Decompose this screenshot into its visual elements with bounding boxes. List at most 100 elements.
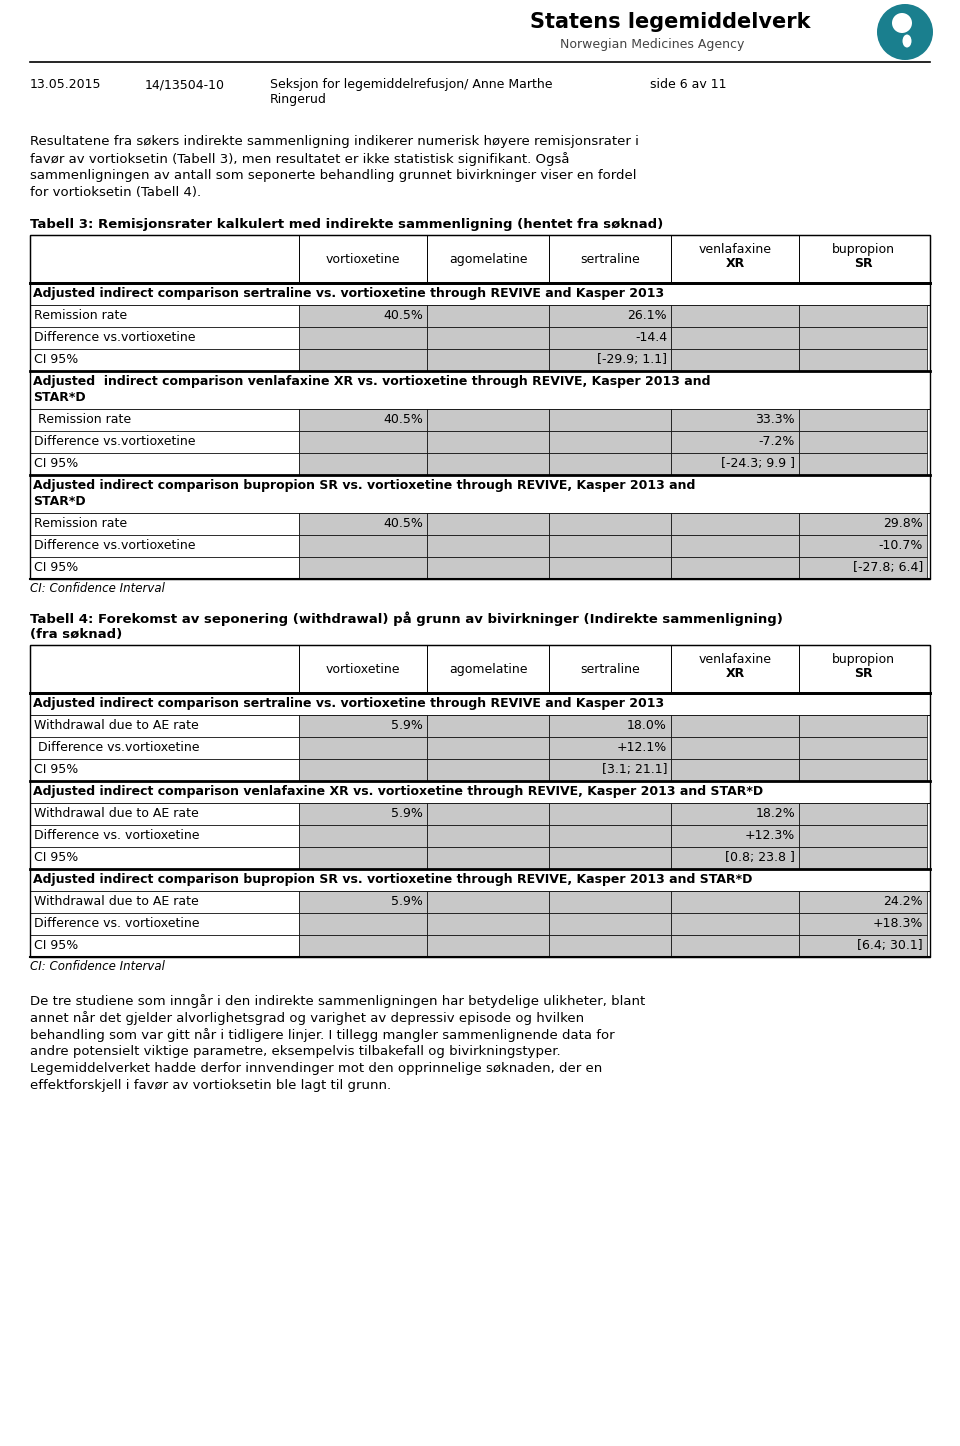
Bar: [30, 513, 299, 535]
Bar: [427, 348, 549, 372]
Bar: [549, 431, 671, 453]
Text: Remission rate: Remission rate: [34, 414, 132, 427]
Text: behandling som var gitt når i tidligere linjer. I tillegg mangler sammenlignende: behandling som var gitt når i tidligere …: [30, 1028, 614, 1043]
Text: Withdrawal due to AE rate: Withdrawal due to AE rate: [34, 719, 199, 732]
Text: 40.5%: 40.5%: [383, 309, 423, 322]
Bar: [799, 305, 927, 327]
Text: STAR*D: STAR*D: [33, 390, 85, 403]
Bar: [549, 737, 671, 759]
Text: XR: XR: [726, 257, 745, 270]
Text: [-29.9; 1.1]: [-29.9; 1.1]: [597, 353, 667, 366]
Text: agomelatine: agomelatine: [448, 664, 527, 675]
Text: Ringerud: Ringerud: [270, 93, 326, 106]
Text: CI: Confidence Interval: CI: Confidence Interval: [30, 581, 165, 594]
Bar: [299, 847, 427, 869]
Text: agomelatine: agomelatine: [448, 253, 527, 266]
Text: CI 95%: CI 95%: [34, 353, 79, 366]
Text: Seksjon for legemiddelrefusjon/ Anne Marthe: Seksjon for legemiddelrefusjon/ Anne Mar…: [270, 78, 553, 91]
Bar: [30, 236, 930, 578]
Text: SR: SR: [853, 667, 873, 680]
Text: -14.4: -14.4: [635, 331, 667, 344]
Text: 18.2%: 18.2%: [756, 807, 795, 820]
Text: bupropion: bupropion: [831, 654, 895, 667]
Text: Tabell 4: Forekomst av seponering (withdrawal) på grunn av bivirkninger (Indirek: Tabell 4: Forekomst av seponering (withd…: [30, 612, 782, 626]
Bar: [549, 348, 671, 372]
Bar: [427, 737, 549, 759]
Text: 40.5%: 40.5%: [383, 414, 423, 427]
Bar: [671, 409, 799, 431]
Text: Difference vs.vortioxetine: Difference vs.vortioxetine: [34, 331, 196, 344]
Text: (fra søknad): (fra søknad): [30, 628, 122, 641]
Bar: [671, 453, 799, 474]
Text: 33.3%: 33.3%: [756, 414, 795, 427]
Text: De tre studiene som inngår i den indirekte sammenligningen har betydelige ulikhe: De tre studiene som inngår i den indirek…: [30, 993, 645, 1008]
Bar: [30, 781, 930, 803]
Text: sertraline: sertraline: [580, 664, 640, 675]
Bar: [799, 847, 927, 869]
Text: 5.9%: 5.9%: [391, 807, 423, 820]
Text: 14/13504-10: 14/13504-10: [145, 78, 225, 91]
Text: Withdrawal due to AE rate: Withdrawal due to AE rate: [34, 807, 199, 820]
Bar: [671, 714, 799, 737]
Text: [0.8; 23.8 ]: [0.8; 23.8 ]: [725, 852, 795, 865]
Bar: [671, 912, 799, 936]
Bar: [799, 348, 927, 372]
Bar: [549, 305, 671, 327]
Circle shape: [877, 4, 933, 59]
Bar: [30, 891, 299, 912]
Text: SR: SR: [853, 257, 873, 270]
Bar: [799, 431, 927, 453]
Bar: [299, 453, 427, 474]
Text: Tabell 3: Remisjonsrater kalkulert med indirekte sammenligning (hentet fra søkna: Tabell 3: Remisjonsrater kalkulert med i…: [30, 218, 663, 231]
Bar: [799, 891, 927, 912]
Bar: [671, 826, 799, 847]
Bar: [427, 535, 549, 557]
Text: favør av vortioksetin (Tabell 3), men resultatet er ikke statistisk signifikant.: favør av vortioksetin (Tabell 3), men re…: [30, 152, 569, 166]
Text: Difference vs. vortioxetine: Difference vs. vortioxetine: [34, 829, 200, 842]
Bar: [671, 348, 799, 372]
Text: Norwegian Medicines Agency: Norwegian Medicines Agency: [560, 38, 744, 51]
Text: Adjusted indirect comparison sertraline vs. vortioxetine through REVIVE and Kasp: Adjusted indirect comparison sertraline …: [33, 286, 664, 299]
Bar: [299, 759, 427, 781]
Bar: [549, 409, 671, 431]
Text: annet når det gjelder alvorlighetsgrad og varighet av depressiv episode og hvilk: annet når det gjelder alvorlighetsgrad o…: [30, 1011, 584, 1025]
Bar: [799, 557, 927, 578]
Text: Difference vs. vortioxetine: Difference vs. vortioxetine: [34, 917, 200, 930]
Text: CI 95%: CI 95%: [34, 561, 79, 574]
Text: Adjusted indirect comparison bupropion SR vs. vortioxetine through REVIVE, Kaspe: Adjusted indirect comparison bupropion S…: [33, 479, 695, 492]
Bar: [549, 535, 671, 557]
Bar: [549, 826, 671, 847]
Bar: [30, 557, 299, 578]
Bar: [299, 431, 427, 453]
Bar: [30, 759, 299, 781]
Text: CI 95%: CI 95%: [34, 457, 79, 470]
Bar: [671, 759, 799, 781]
Bar: [30, 535, 299, 557]
Bar: [549, 936, 671, 957]
Text: +18.3%: +18.3%: [873, 917, 923, 930]
Bar: [799, 912, 927, 936]
Text: Resultatene fra søkers indirekte sammenligning indikerer numerisk høyere remisjo: Resultatene fra søkers indirekte sammenl…: [30, 134, 638, 147]
Bar: [299, 535, 427, 557]
Bar: [799, 453, 927, 474]
Text: CI: Confidence Interval: CI: Confidence Interval: [30, 960, 165, 973]
Text: Legemiddelverket hadde derfor innvendinger mot den opprinnelige søknaden, der en: Legemiddelverket hadde derfor innvending…: [30, 1061, 602, 1074]
Bar: [799, 759, 927, 781]
Bar: [427, 891, 549, 912]
Bar: [30, 236, 930, 283]
Text: Adjusted indirect comparison venlafaxine XR vs. vortioxetine through REVIVE, Kas: Adjusted indirect comparison venlafaxine…: [33, 785, 763, 798]
Bar: [299, 327, 427, 348]
Bar: [671, 891, 799, 912]
Text: CI 95%: CI 95%: [34, 763, 79, 777]
Text: for vortioksetin (Tabell 4).: for vortioksetin (Tabell 4).: [30, 187, 202, 200]
Bar: [427, 847, 549, 869]
Text: bupropion: bupropion: [831, 243, 895, 256]
Text: Adjusted indirect comparison sertraline vs. vortioxetine through REVIVE and Kasp: Adjusted indirect comparison sertraline …: [33, 697, 664, 710]
Bar: [799, 327, 927, 348]
Text: Adjusted indirect comparison bupropion SR vs. vortioxetine through REVIVE, Kaspe: Adjusted indirect comparison bupropion S…: [33, 873, 753, 886]
Bar: [549, 513, 671, 535]
Bar: [671, 557, 799, 578]
Bar: [30, 474, 930, 513]
Text: vortioxetine: vortioxetine: [325, 253, 400, 266]
Bar: [30, 826, 299, 847]
